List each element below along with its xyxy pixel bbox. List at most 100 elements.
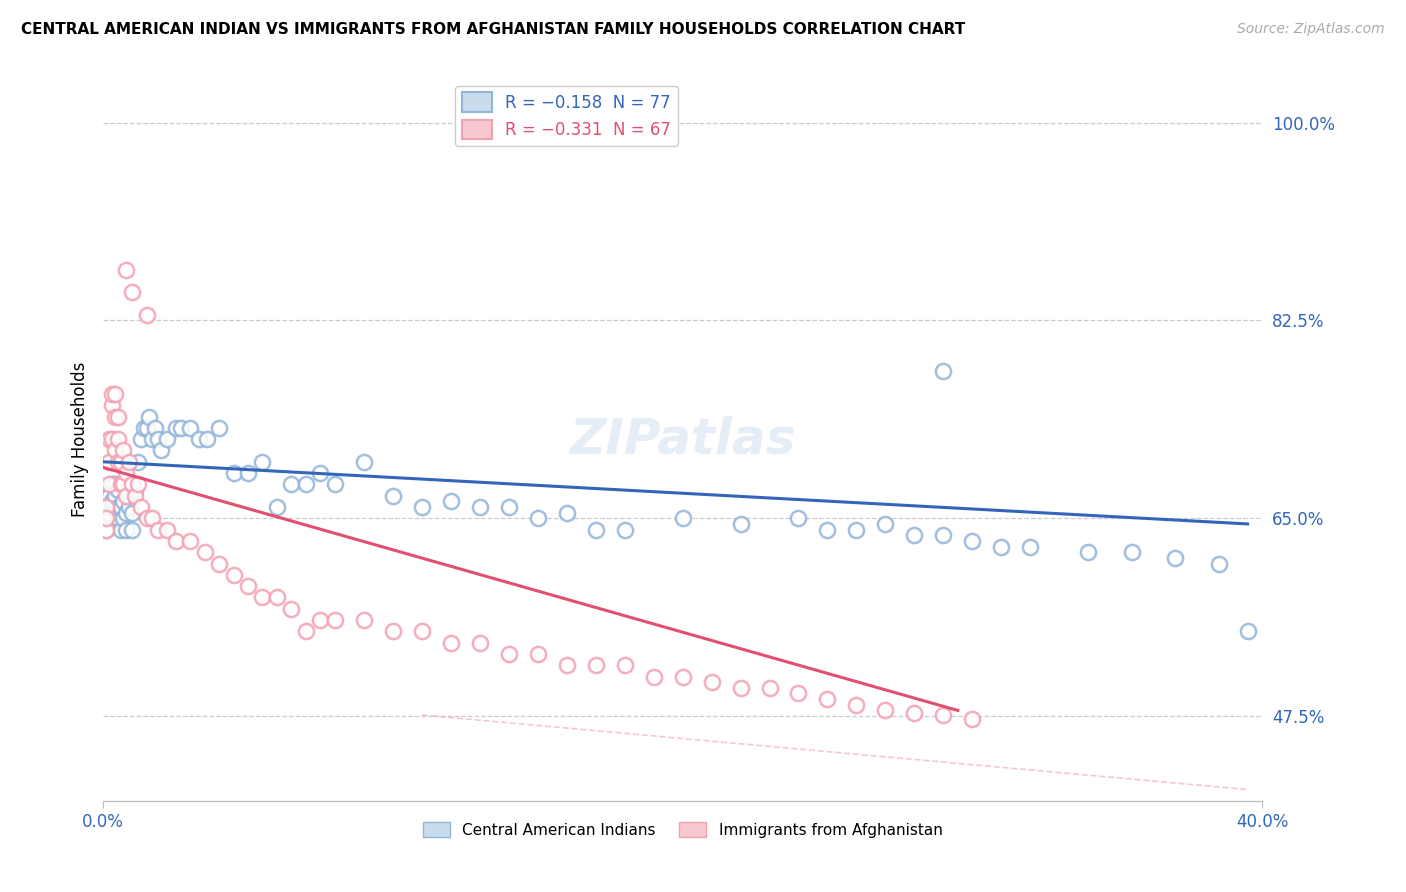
Point — [97, 432, 120, 446]
Point — [440, 635, 463, 649]
Point — [115, 489, 138, 503]
Point — [817, 692, 839, 706]
Point — [115, 466, 138, 480]
Point — [118, 489, 141, 503]
Point — [236, 579, 259, 593]
Point — [110, 523, 132, 537]
Point — [411, 624, 433, 639]
Point — [165, 533, 187, 548]
Point — [107, 409, 129, 424]
Point — [94, 489, 117, 503]
Point — [124, 483, 146, 497]
Point — [104, 500, 127, 514]
Point — [498, 647, 520, 661]
Point — [353, 613, 375, 627]
Legend: Central American Indians, Immigrants from Afghanistan: Central American Indians, Immigrants fro… — [416, 815, 949, 844]
Point — [875, 703, 897, 717]
Point — [353, 455, 375, 469]
Point — [141, 511, 163, 525]
Point — [903, 528, 925, 542]
Point — [252, 455, 274, 469]
Point — [129, 500, 152, 514]
Point — [700, 675, 723, 690]
Point — [932, 708, 955, 723]
Point — [671, 669, 693, 683]
Point — [280, 477, 302, 491]
Point — [787, 686, 810, 700]
Point — [104, 387, 127, 401]
Point — [94, 523, 117, 537]
Point — [110, 455, 132, 469]
Point — [555, 658, 578, 673]
Text: CENTRAL AMERICAN INDIAN VS IMMIGRANTS FROM AFGHANISTAN FAMILY HOUSEHOLDS CORRELA: CENTRAL AMERICAN INDIAN VS IMMIGRANTS FR… — [21, 22, 966, 37]
Point — [101, 500, 124, 514]
Point — [94, 500, 117, 514]
Point — [903, 706, 925, 720]
Point — [121, 477, 143, 491]
Point — [101, 387, 124, 401]
Point — [121, 523, 143, 537]
Point — [468, 635, 491, 649]
Point — [730, 681, 752, 695]
Point — [179, 533, 201, 548]
Point — [127, 477, 149, 491]
Point — [104, 409, 127, 424]
Point — [112, 511, 135, 525]
Point — [197, 432, 219, 446]
Point — [107, 455, 129, 469]
Point — [107, 500, 129, 514]
Point — [187, 432, 209, 446]
Point — [97, 489, 120, 503]
Point — [115, 506, 138, 520]
Point — [107, 511, 129, 525]
Point — [309, 466, 332, 480]
Point — [165, 421, 187, 435]
Point — [309, 613, 332, 627]
Point — [498, 500, 520, 514]
Point — [107, 483, 129, 497]
Point — [121, 285, 143, 300]
Point — [110, 500, 132, 514]
Point — [613, 523, 636, 537]
Point — [127, 455, 149, 469]
Point — [138, 409, 160, 424]
Point — [150, 443, 173, 458]
Point — [643, 669, 665, 683]
Point — [266, 591, 288, 605]
Point — [295, 477, 318, 491]
Point — [94, 523, 117, 537]
Point — [97, 477, 120, 491]
Point — [104, 489, 127, 503]
Point — [222, 466, 245, 480]
Text: ZIPatlas: ZIPatlas — [569, 415, 796, 463]
Point — [118, 500, 141, 514]
Point — [787, 511, 810, 525]
Point — [323, 613, 346, 627]
Point — [101, 398, 124, 412]
Point — [962, 533, 984, 548]
Point — [156, 523, 179, 537]
Point — [1019, 540, 1042, 554]
Point — [845, 698, 868, 712]
Point — [193, 545, 215, 559]
Point — [143, 421, 166, 435]
Point — [135, 421, 157, 435]
Point — [110, 477, 132, 491]
Point — [170, 421, 193, 435]
Point — [236, 466, 259, 480]
Point — [295, 624, 318, 639]
Point — [129, 432, 152, 446]
Point — [845, 523, 868, 537]
Point — [132, 421, 155, 435]
Point — [104, 443, 127, 458]
Point — [1077, 545, 1099, 559]
Point — [148, 523, 170, 537]
Point — [1236, 624, 1258, 639]
Text: Source: ZipAtlas.com: Source: ZipAtlas.com — [1237, 22, 1385, 37]
Point — [107, 432, 129, 446]
Point — [1164, 550, 1187, 565]
Point — [468, 500, 491, 514]
Point — [1208, 557, 1230, 571]
Point — [97, 506, 120, 520]
Point — [266, 500, 288, 514]
